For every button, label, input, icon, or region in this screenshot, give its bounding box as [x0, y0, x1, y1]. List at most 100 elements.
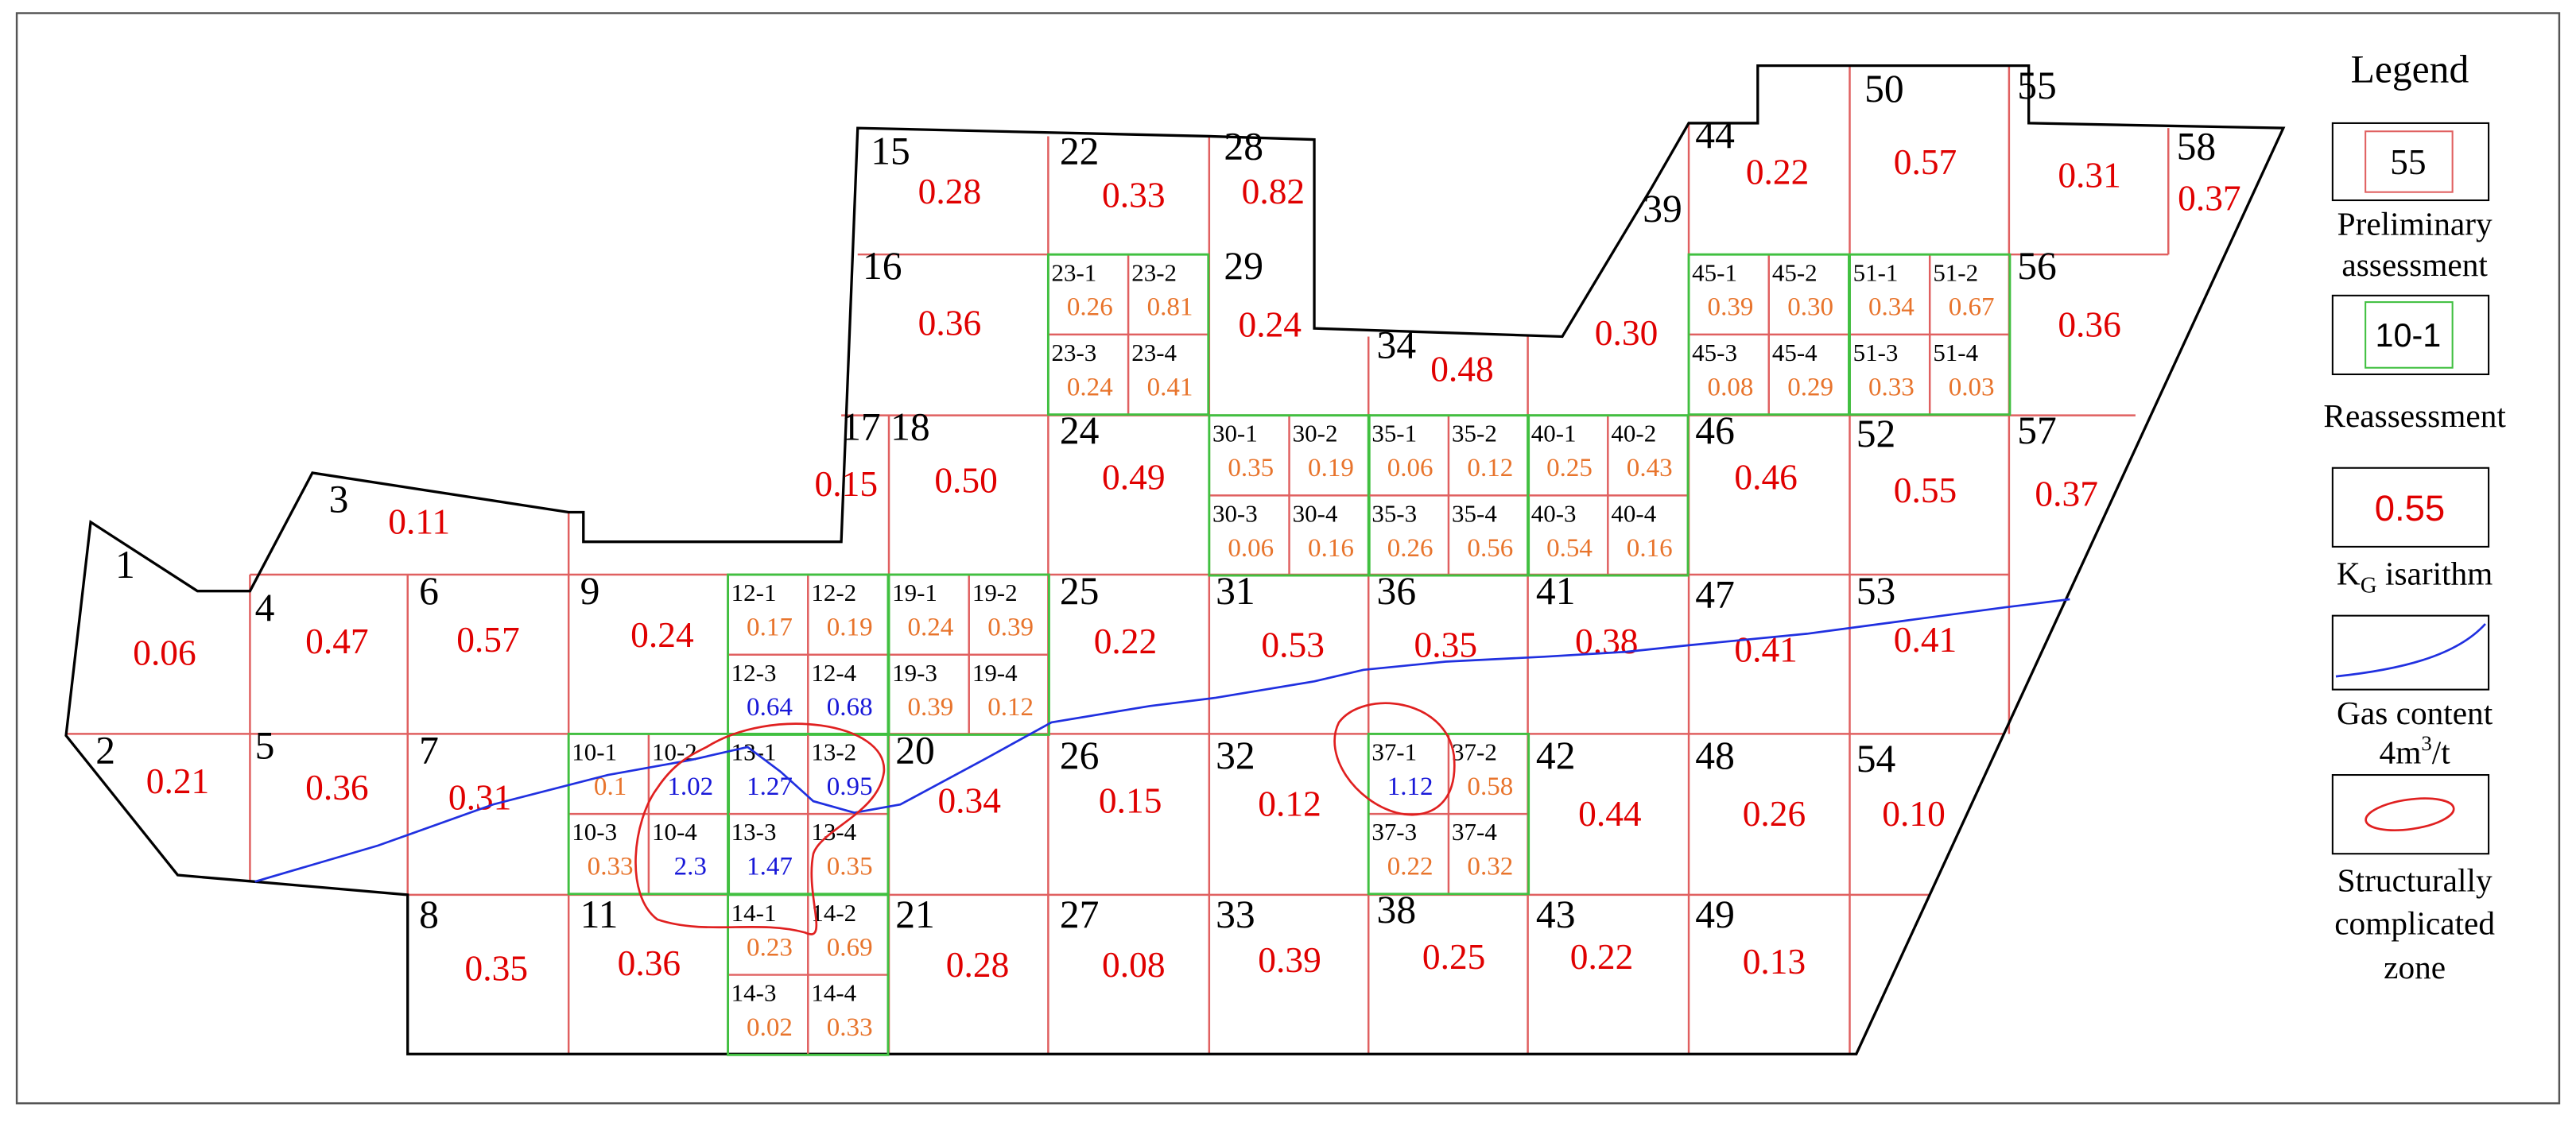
legend-sample-box	[2365, 130, 2454, 193]
block-id: 33	[1216, 893, 1255, 936]
block-value: 0.22	[1746, 152, 1810, 192]
block-id: 29	[1224, 244, 1263, 288]
block-value: 0.15	[1099, 781, 1162, 821]
sub-block-value: 0.30	[1787, 293, 1833, 322]
block-value: 0.49	[1102, 458, 1166, 498]
legend-label-part: /t	[2432, 734, 2450, 771]
sub-block-value: 0.23	[747, 933, 793, 962]
block-value: 0.26	[1743, 794, 1806, 834]
legend-label-part: K	[2337, 555, 2361, 591]
block-id: 27	[1060, 893, 1100, 936]
block-value: 0.41	[1894, 620, 1957, 660]
sub-block-value: 0.08	[1708, 373, 1754, 401]
sub-block-id: 51-1	[1853, 258, 1899, 286]
block-value: 0.50	[934, 461, 998, 501]
sub-block-id: 19-3	[892, 659, 937, 687]
block-value: 0.06	[133, 633, 196, 673]
sub-divider	[1527, 415, 1689, 576]
sub-block-value: 0.24	[908, 613, 954, 641]
legend-label: Reassessment	[2323, 397, 2506, 434]
sub-block-value: 0.56	[1467, 534, 1513, 563]
sub-block-value: 1.27	[747, 773, 793, 801]
block-layer: 10.0620.2130.1140.4750.3660.5770.3180.35…	[95, 64, 2240, 988]
block-id: 5	[255, 723, 275, 767]
block-value: 0.57	[1894, 142, 1957, 182]
sub-block-value: 1.12	[1387, 773, 1433, 801]
legend-label: 4m3/t	[2380, 731, 2451, 771]
sub-block-value: 0.19	[1308, 454, 1354, 482]
block-value: 0.47	[305, 622, 369, 661]
legend-label: KG isarithm	[2337, 555, 2493, 598]
block-value: 0.31	[2058, 156, 2121, 196]
block-id: 17	[841, 405, 881, 449]
reassessed-cell	[727, 893, 890, 1056]
sub-divider	[727, 894, 888, 1055]
sub-divider	[1048, 254, 1208, 415]
block-id: 3	[329, 478, 349, 521]
block-value: 0.37	[2178, 178, 2241, 218]
block-id: 16	[863, 244, 902, 288]
sub-block-id: 14-4	[811, 979, 856, 1007]
sub-block-id: 19-1	[892, 579, 937, 606]
sub-block-value: 0.33	[588, 853, 634, 881]
sub-block-value: 1.47	[747, 853, 793, 881]
block-value: 0.53	[1261, 625, 1325, 664]
sub-block-id: 12-3	[731, 659, 777, 687]
sub-block-id: 13-2	[811, 738, 856, 765]
block-id: 9	[580, 569, 600, 613]
sub-block-id: 35-2	[1452, 420, 1497, 447]
block-value: 0.22	[1570, 937, 1634, 977]
block-id: 36	[1377, 569, 1417, 613]
block-value: 0.36	[618, 943, 681, 983]
sub-block-id: 23-1	[1052, 258, 1097, 286]
sub-block-value: 0.32	[1467, 853, 1513, 881]
reassessed-cell	[1046, 253, 1210, 416]
sub-block-value: 1.02	[667, 773, 713, 801]
sub-block-id: 13-3	[731, 818, 777, 846]
sub-divider	[1368, 734, 1529, 894]
legend-label-sup: 3	[2421, 731, 2431, 755]
sub-block-value: 0.39	[987, 613, 1034, 641]
sub-block-value: 0.03	[1949, 373, 1995, 401]
sub-block-value: 0.02	[747, 1013, 793, 1042]
block-value: 0.11	[388, 501, 450, 541]
sub-block-value: 0.41	[1147, 373, 1193, 401]
block-id: 6	[419, 569, 439, 613]
legend-zone	[2365, 797, 2455, 831]
complicated-zone	[634, 722, 886, 935]
block-value: 0.37	[2035, 474, 2098, 513]
block-id: 53	[1856, 569, 1896, 613]
block-id: 46	[1695, 409, 1735, 452]
block-value: 0.13	[1743, 942, 1806, 982]
legend-box	[2331, 614, 2490, 691]
sub-block-id: 37-3	[1371, 818, 1417, 846]
block-id: 15	[871, 130, 910, 173]
sub-divider	[1208, 415, 1370, 576]
sub-block-id: 45-1	[1692, 258, 1737, 286]
sub-block-value: 0.06	[1387, 454, 1433, 482]
block-value: 0.55	[1894, 470, 1957, 510]
sub-divider	[1689, 254, 1849, 415]
block-value: 0.44	[1578, 794, 1642, 834]
sub-block-value: 0.58	[1467, 773, 1513, 801]
block-id: 24	[1060, 409, 1100, 452]
sub-block-id: 37-2	[1452, 738, 1497, 765]
legend-box	[2331, 294, 2490, 376]
sub-block-id: 30-1	[1212, 420, 1258, 447]
legend-sample: 55	[2390, 142, 2426, 182]
sub-block-id: 35-3	[1371, 499, 1417, 527]
sub-block-id: 12-2	[811, 579, 856, 606]
sub-block-id: 30-4	[1293, 499, 1338, 527]
sub-block-id: 51-2	[1933, 258, 1978, 286]
legend-label-part: isarithm	[2377, 555, 2493, 591]
sub-block-value: 0.43	[1627, 454, 1673, 482]
sub-block-id: 45-3	[1692, 339, 1737, 366]
sub-block-value: 0.26	[1387, 534, 1433, 563]
sub-block-value: 0.39	[1708, 293, 1754, 322]
sub-block-value: 0.25	[1546, 454, 1593, 482]
field-boundary	[64, 64, 2286, 1055]
sub-block-id: 14-1	[731, 899, 777, 927]
sub-block-value: 0.26	[1067, 293, 1113, 322]
sub-block-id: 45-4	[1772, 339, 1818, 366]
block-id: 4	[255, 586, 275, 629]
